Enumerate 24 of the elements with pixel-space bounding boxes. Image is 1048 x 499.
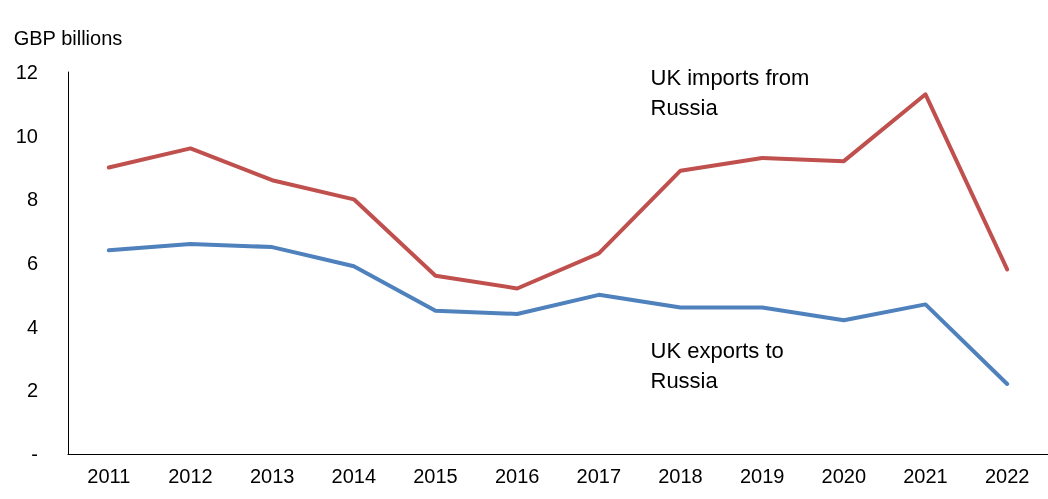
y-tick-label: 8 <box>26 188 38 211</box>
x-tick-label: 2017 <box>576 465 622 487</box>
x-tick-label: 2020 <box>821 465 867 487</box>
x-tick-label: 2021 <box>903 465 948 487</box>
x-tick-label: 2022 <box>984 465 1030 487</box>
y-tick-label: 4 <box>26 315 38 338</box>
x-tick-label: 2019 <box>739 465 785 487</box>
line-series <box>106 241 1010 386</box>
x-tick-label: 2016 <box>494 465 540 487</box>
x-tick-label: 2014 <box>331 465 377 487</box>
series-label: UK imports from Russia <box>650 65 810 121</box>
x-tick-label: 2013 <box>249 465 295 487</box>
line-series <box>106 92 1010 291</box>
y-tick-label: 2 <box>26 379 38 402</box>
series-label: UK exports to Russia <box>650 338 784 394</box>
y-axis-title: GBP billions <box>13 27 123 49</box>
y-tick-label: 12 <box>15 61 38 83</box>
y-tick-label: - <box>31 443 38 465</box>
x-tick-label: 2012 <box>168 465 213 487</box>
x-tick-label: 2015 <box>413 465 458 487</box>
x-tick-label: 2011 <box>87 465 131 487</box>
x-tick-label: 2018 <box>658 465 703 487</box>
y-tick-label: 10 <box>15 124 38 147</box>
y-tick-label: 6 <box>26 252 38 274</box>
